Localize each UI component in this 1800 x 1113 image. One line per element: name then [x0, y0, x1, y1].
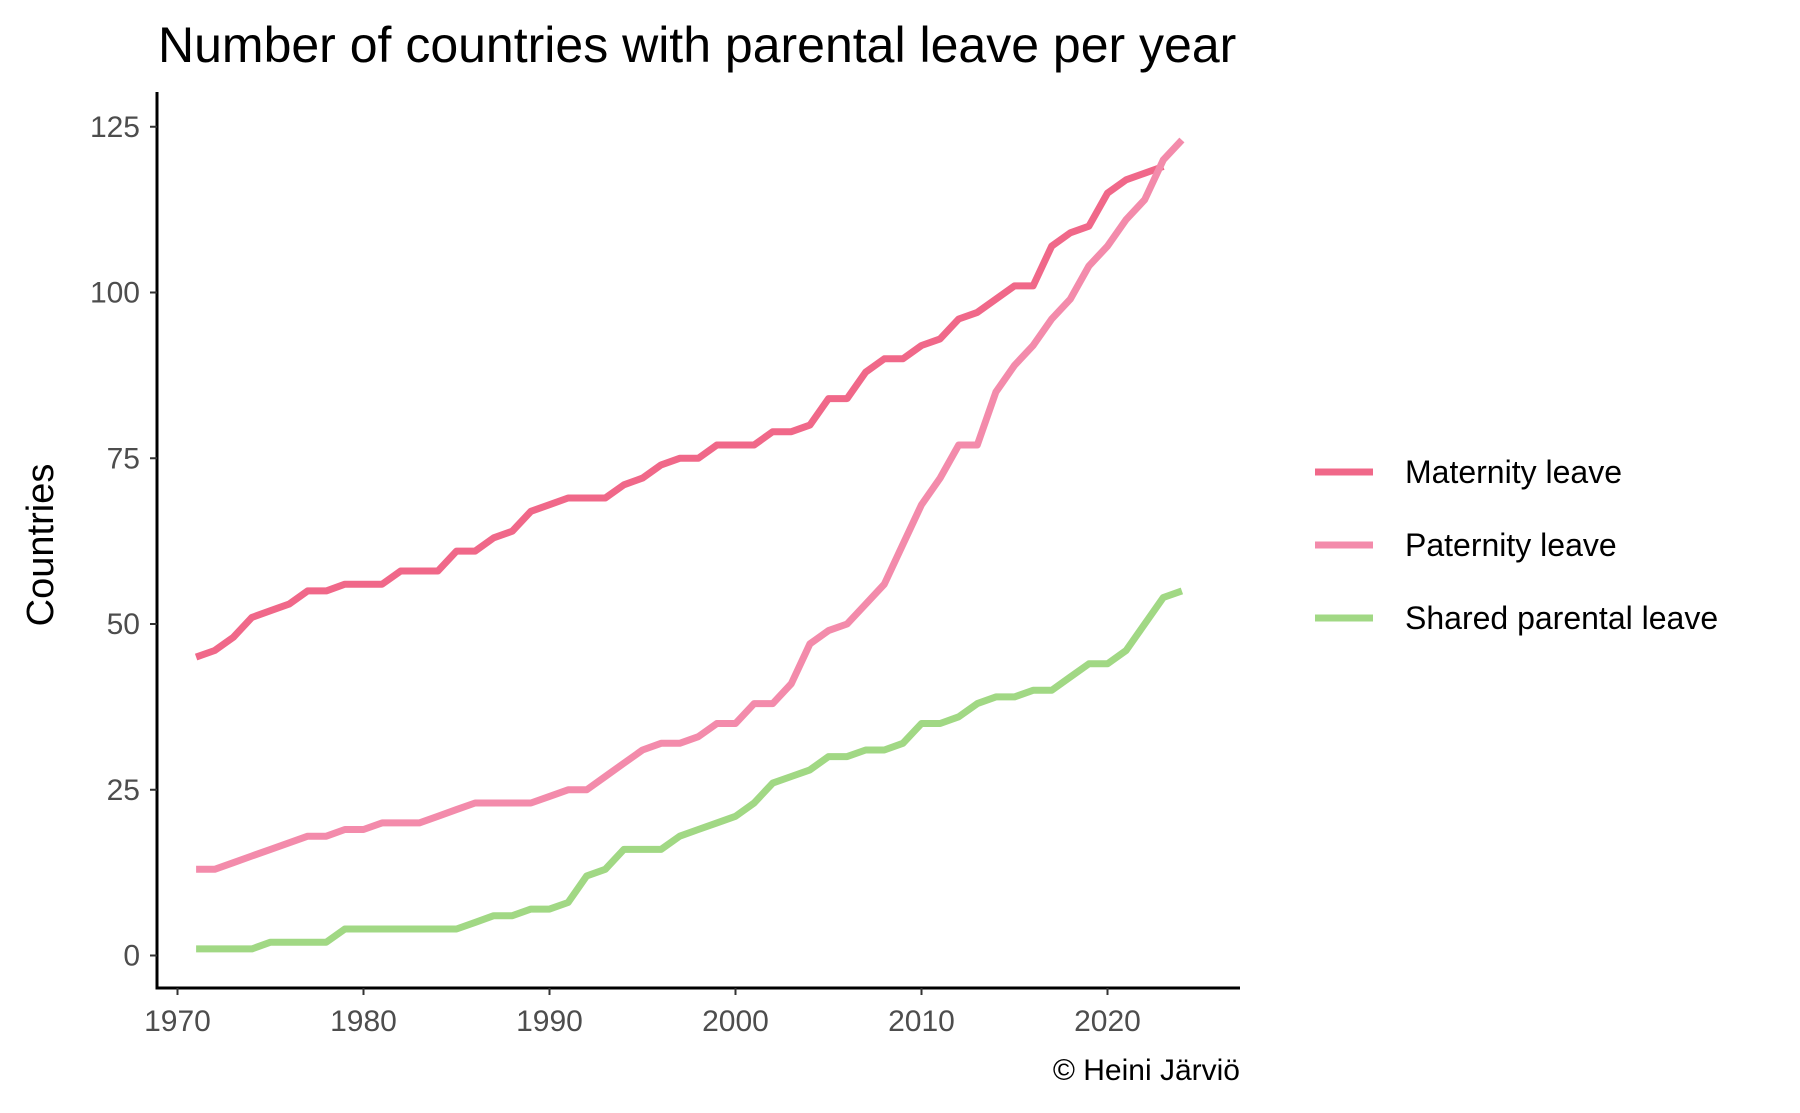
x-tick-label: 2020	[1074, 1005, 1141, 1038]
y-tick-label: 125	[90, 111, 140, 144]
x-tick-label: 1970	[144, 1005, 211, 1038]
y-axis-title: Countries	[20, 464, 62, 627]
y-tick-label: 25	[107, 774, 140, 807]
chart-caption: © Heini Järviö	[1053, 1054, 1240, 1087]
x-axis-ticks: 1970 1980 1990 2000 2010 2020	[144, 988, 1141, 1038]
series-group	[194, 137, 1185, 953]
series-line-shared-parental-leave	[196, 587, 1184, 953]
legend-item-shared-parental-leave: Shared parental leave	[1315, 600, 1718, 636]
y-tick-label: 75	[107, 442, 140, 475]
legend-item-maternity-leave: Maternity leave	[1315, 454, 1622, 490]
x-tick-label: 2010	[888, 1005, 955, 1038]
legend-label: Shared parental leave	[1405, 600, 1718, 636]
x-tick-label: 2000	[702, 1005, 769, 1038]
y-tick-label: 0	[123, 940, 140, 973]
y-tick-label: 50	[107, 608, 140, 641]
legend-item-paternity-leave: Paternity leave	[1315, 527, 1617, 563]
chart-title: Number of countries with parental leave …	[158, 17, 1236, 73]
y-axis-ticks: 0 25 50 75 100 125	[90, 111, 157, 973]
y-tick-label: 100	[90, 277, 140, 310]
legend: Maternity leave Paternity leave Shared par…	[1315, 454, 1718, 636]
legend-label: Maternity leave	[1405, 454, 1622, 490]
x-tick-label: 1980	[330, 1005, 397, 1038]
x-tick-label: 1990	[516, 1005, 583, 1038]
series-line-maternity-leave	[194, 163, 1165, 661]
legend-label: Paternity leave	[1405, 527, 1617, 563]
series-line-paternity-leave	[196, 137, 1185, 873]
